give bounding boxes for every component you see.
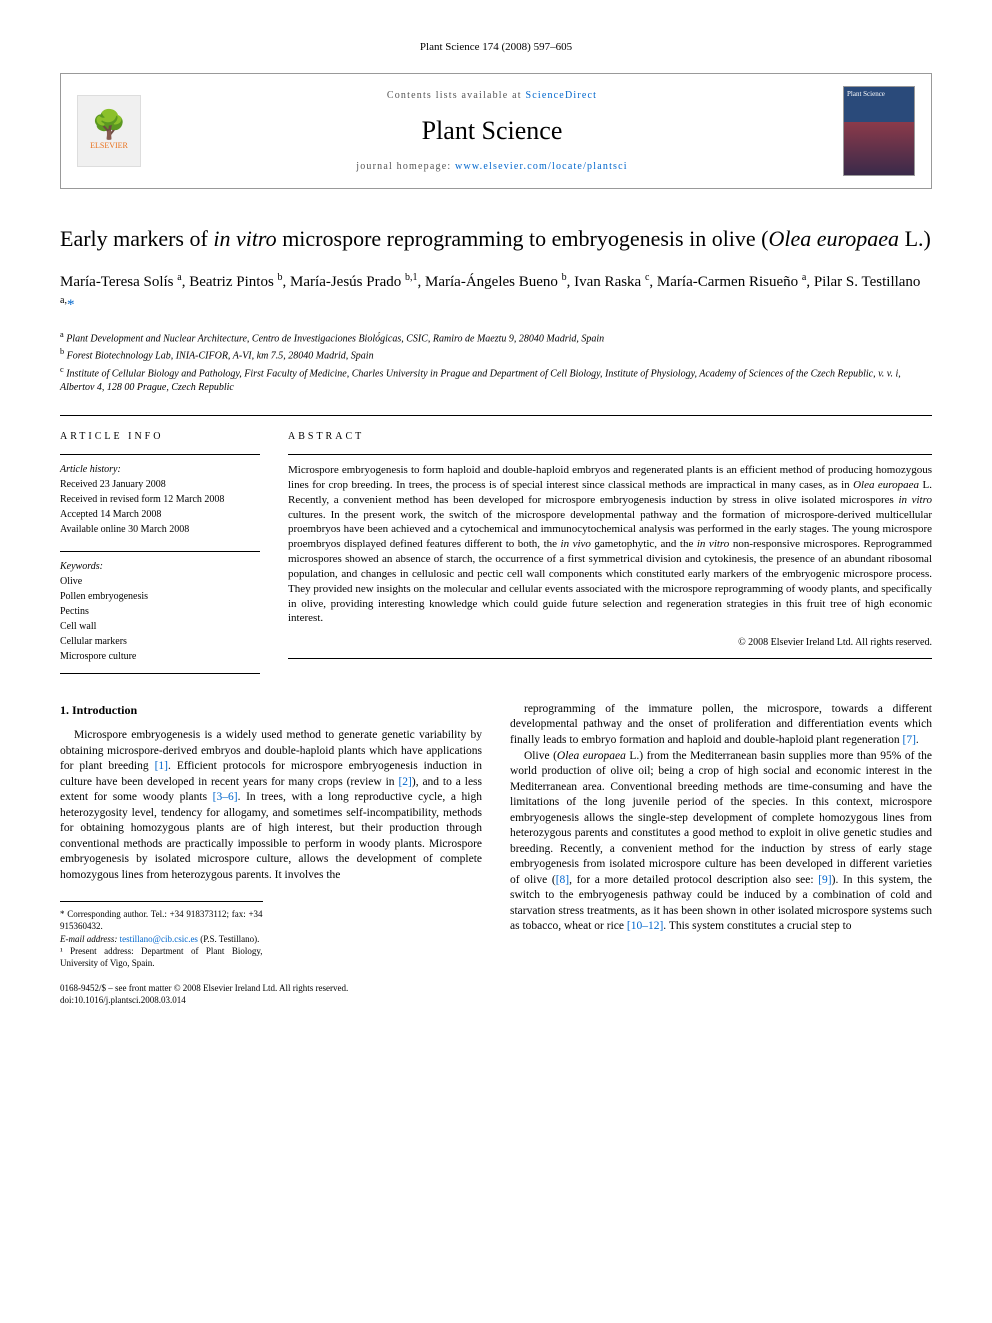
title-italic: in vitro [213, 226, 276, 251]
journal-header-box: 🌳 ELSEVIER Contents lists available at S… [60, 73, 932, 189]
corresponding-author-mark[interactable]: * [67, 297, 75, 313]
abstract-column: ABSTRACT Microspore embryogenesis to for… [288, 430, 932, 674]
history-item: Available online 30 March 2008 [60, 523, 260, 537]
email-who: (P.S. Testillano). [198, 934, 259, 944]
body-paragraph: Olive (Olea europaea L.) from the Medite… [510, 749, 932, 935]
abstract-copyright: © 2008 Elsevier Ireland Ltd. All rights … [288, 636, 932, 659]
keyword-item: Cellular markers [60, 635, 260, 649]
article-history-block: Article history: Received 23 January 200… [60, 454, 260, 537]
affiliation-item: b Forest Biotechnology Lab, INIA-CIFOR, … [60, 346, 932, 363]
body-column-left: 1. Introduction Microspore embryogenesis… [60, 702, 482, 1006]
keyword-item: Pectins [60, 605, 260, 619]
title-part: L.) [899, 226, 931, 251]
email-footnote: E-mail address: testillano@cib.csic.es (… [60, 933, 263, 945]
ref-link[interactable]: [3–6] [213, 791, 238, 803]
cover-label: Plant Science [847, 90, 885, 98]
article-info-column: ARTICLE INFO Article history: Received 2… [60, 430, 260, 674]
ref-link[interactable]: [2] [398, 776, 411, 788]
ref-link[interactable]: [7] [902, 734, 915, 746]
page-footer: 0168-9452/$ – see front matter © 2008 El… [60, 983, 482, 1006]
affiliation-item: a Plant Development and Nuclear Architec… [60, 329, 932, 346]
header-center: Contents lists available at ScienceDirec… [157, 89, 827, 173]
elsevier-tree-icon: 🌳 [92, 112, 127, 140]
keyword-item: Cell wall [60, 620, 260, 634]
abstract-text: Microspore embryogenesis to form haploid… [288, 454, 932, 626]
journal-reference: Plant Science 174 (2008) 597–605 [60, 40, 932, 55]
present-address-footnote: ¹ Present address: Department of Plant B… [60, 945, 263, 969]
homepage-prefix: journal homepage: [356, 161, 455, 172]
history-item: Received 23 January 2008 [60, 478, 260, 492]
title-part: Early markers of [60, 226, 213, 251]
journal-name: Plant Science [157, 113, 827, 149]
front-matter-line: 0168-9452/$ – see front matter © 2008 El… [60, 983, 482, 995]
footnotes-block: * Corresponding author. Tel.: +34 918373… [60, 901, 263, 969]
history-item: Received in revised form 12 March 2008 [60, 493, 260, 507]
body-paragraph: reprogramming of the immature pollen, th… [510, 702, 932, 749]
body-two-column: 1. Introduction Microspore embryogenesis… [60, 702, 932, 1006]
title-part: microspore reprogramming to embryogenesi… [277, 226, 769, 251]
sciencedirect-link[interactable]: ScienceDirect [525, 90, 597, 101]
doi-line: doi:10.1016/j.plantsci.2008.03.014 [60, 995, 482, 1007]
keyword-item: Olive [60, 575, 260, 589]
ref-link[interactable]: [9] [818, 874, 831, 886]
ref-link[interactable]: [8] [556, 874, 569, 886]
elsevier-logo: 🌳 ELSEVIER [77, 95, 141, 167]
info-abstract-row: ARTICLE INFO Article history: Received 2… [60, 415, 932, 674]
contents-available-line: Contents lists available at ScienceDirec… [157, 89, 827, 103]
keywords-block: Keywords: Olive Pollen embryogenesis Pec… [60, 551, 260, 674]
contents-prefix: Contents lists available at [387, 90, 526, 101]
keywords-label: Keywords: [60, 560, 260, 574]
email-link[interactable]: testillano@cib.csic.es [120, 934, 198, 944]
history-item: Accepted 14 March 2008 [60, 508, 260, 522]
article-title: Early markers of in vitro microspore rep… [60, 225, 932, 254]
keyword-item: Pollen embryogenesis [60, 590, 260, 604]
authors-list: María-Teresa Solís a, Beatriz Pintos b, … [60, 270, 932, 317]
body-column-right: reprogramming of the immature pollen, th… [510, 702, 932, 1006]
history-label: Article history: [60, 463, 260, 477]
keyword-item: Microspore culture [60, 650, 260, 664]
journal-cover-thumbnail: Plant Science [843, 86, 915, 176]
abstract-heading: ABSTRACT [288, 430, 932, 444]
article-info-heading: ARTICLE INFO [60, 430, 260, 444]
authors-names: María-Teresa Solís a, Beatriz Pintos b, … [60, 274, 920, 314]
journal-homepage-link[interactable]: www.elsevier.com/locate/plantsci [455, 161, 628, 172]
corresponding-author-footnote: * Corresponding author. Tel.: +34 918373… [60, 908, 263, 932]
title-italic: Olea europaea [769, 226, 900, 251]
ref-link[interactable]: [1] [155, 760, 168, 772]
affiliation-item: c Institute of Cellular Biology and Path… [60, 364, 932, 395]
body-paragraph: Microspore embryogenesis is a widely use… [60, 728, 482, 883]
ref-link[interactable]: [10–12] [627, 920, 663, 932]
journal-homepage-line: journal homepage: www.elsevier.com/locat… [157, 160, 827, 174]
affiliations: a Plant Development and Nuclear Architec… [60, 329, 932, 395]
elsevier-label: ELSEVIER [90, 140, 128, 151]
section-heading-introduction: 1. Introduction [60, 702, 482, 718]
email-label: E-mail address: [60, 934, 120, 944]
